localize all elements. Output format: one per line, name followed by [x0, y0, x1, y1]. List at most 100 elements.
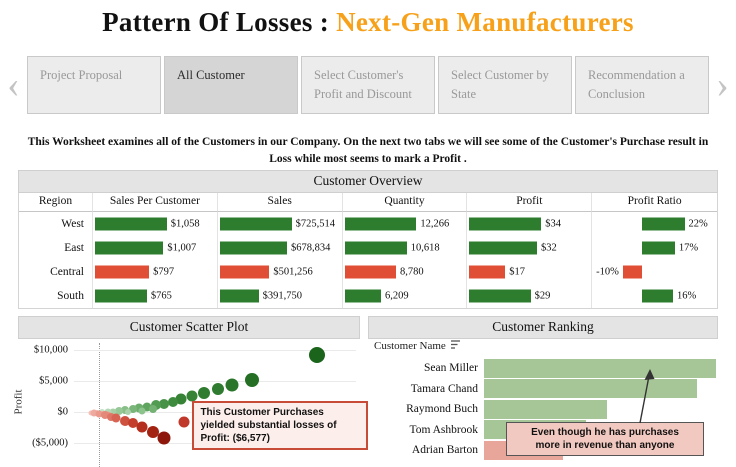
bar-cell: $1,007 — [93, 236, 218, 260]
value-bar[interactable] — [642, 242, 675, 255]
bar-cell: $725,514 — [218, 212, 343, 236]
ranking-bar[interactable] — [484, 359, 716, 378]
value-bar[interactable] — [642, 290, 673, 303]
bar-cell: $765 — [93, 284, 218, 308]
scatter-point[interactable] — [149, 405, 157, 413]
chevron-left-icon[interactable]: ‹ — [0, 56, 27, 114]
value-label: $678,834 — [291, 243, 330, 254]
value-bar[interactable] — [220, 266, 270, 279]
value-bar[interactable] — [469, 266, 505, 279]
value-bar[interactable] — [469, 242, 537, 255]
dashboard: Pattern Of Losses : Next-Gen Manufacture… — [0, 0, 736, 38]
bar-cell: $391,750 — [218, 284, 343, 308]
value-label: 8,780 — [400, 267, 424, 278]
customer-name-label: Raymond Buch — [368, 403, 484, 415]
tab-label-line: All Customer — [177, 66, 285, 85]
scatter-annotation-line: yielded substantial losses of — [200, 419, 360, 432]
value-label: $1,058 — [171, 219, 200, 230]
tab-recommendation-a-conclusion[interactable]: Recommendation aConclusion — [575, 56, 709, 114]
story-navigator: ‹ Project Proposal All Customer Select Cus… — [0, 56, 736, 114]
value-label: -10% — [596, 267, 619, 278]
scatter-point[interactable] — [138, 407, 145, 414]
col-header: Profit Ratio — [592, 193, 717, 212]
value-label: 16% — [677, 291, 696, 302]
ranking-bar[interactable] — [484, 379, 697, 398]
customer-name-header-label: Customer Name — [374, 340, 446, 352]
bar-cell: $1,058 — [93, 212, 218, 236]
tab-strip: Project Proposal All Customer Select Custo… — [27, 56, 709, 114]
ranking-annotation-line: Even though he has purchases — [509, 426, 701, 439]
scatter-point[interactable] — [125, 409, 131, 415]
page-title-highlight: Next-Gen Manufacturers — [336, 7, 634, 37]
tab-all-customer[interactable]: All Customer — [164, 56, 298, 114]
overview-table: RegionSales Per CustomerSalesQuantityPro… — [18, 193, 718, 309]
scatter-point[interactable] — [168, 397, 178, 407]
value-bar[interactable] — [220, 242, 287, 255]
ranking-row: Sean Miller — [368, 358, 716, 379]
scatter-point[interactable] — [309, 347, 325, 363]
value-label: $17 — [509, 267, 525, 278]
ranking-panel-title: Customer Ranking — [368, 316, 718, 339]
sort-icon[interactable] — [450, 339, 461, 353]
bar-cell: 8,780 — [343, 260, 468, 284]
bar-cell: 6,209 — [343, 284, 468, 308]
customer-name-label: Tamara Chand — [368, 383, 484, 395]
value-bar[interactable] — [95, 218, 167, 231]
customer-name-label: Tom Ashbrook — [368, 424, 484, 436]
tab-label-line: Select Customer by — [451, 66, 559, 85]
tab-select-customer-s-profit-and-discount[interactable]: Select Customer'sProfit and Discount — [301, 56, 435, 114]
col-header-region: Region — [19, 193, 93, 212]
bar-cell: 16% — [592, 284, 717, 308]
bar-cell: $29 — [467, 284, 592, 308]
scatter-annotation: This Customer Purchasesyielded substanti… — [192, 401, 368, 450]
value-bar[interactable] — [95, 290, 147, 303]
tab-label-line: Project Proposal — [40, 66, 148, 85]
scatter-point[interactable] — [245, 373, 259, 387]
value-label: $34 — [545, 219, 561, 230]
value-label: $797 — [153, 267, 174, 278]
scatter-point[interactable] — [212, 383, 224, 395]
value-label: 17% — [679, 243, 698, 254]
customer-name-sort-header[interactable]: Customer Name — [374, 339, 461, 353]
value-bar[interactable] — [469, 290, 530, 303]
scatter-annotation-line: Profit: ($6,577) — [200, 432, 360, 445]
value-bar[interactable] — [345, 290, 381, 303]
chevron-right-icon[interactable]: › — [709, 56, 736, 114]
customer-name-label: Sean Miller — [368, 362, 484, 374]
value-label: $725,514 — [296, 219, 335, 230]
scatter-point[interactable] — [178, 416, 189, 427]
tab-select-customer-by-state[interactable]: Select Customer byState — [438, 56, 572, 114]
value-bar[interactable] — [642, 218, 684, 231]
bar-cell: $797 — [93, 260, 218, 284]
value-bar[interactable] — [220, 290, 259, 303]
scatter-refline — [99, 343, 100, 467]
value-bar[interactable] — [345, 266, 396, 279]
value-bar[interactable] — [345, 242, 407, 255]
tab-project-proposal[interactable]: Project Proposal — [27, 56, 161, 114]
value-bar[interactable] — [95, 242, 163, 255]
scatter-point[interactable] — [136, 422, 147, 433]
col-header: Profit — [467, 193, 592, 212]
value-bar[interactable] — [95, 266, 149, 279]
scatter-point[interactable] — [198, 387, 210, 399]
col-header: Quantity — [343, 193, 468, 212]
bar-cell: 22% — [592, 212, 717, 236]
value-label: $391,750 — [263, 291, 302, 302]
scatter-point[interactable] — [159, 399, 169, 409]
scatter-point[interactable] — [225, 378, 238, 391]
ranking-row: Raymond Buch — [368, 399, 716, 420]
ranking-panel: Customer Ranking Customer Name Sean Mill… — [368, 316, 718, 466]
region-label: Central — [19, 260, 93, 284]
value-bar[interactable] — [623, 266, 642, 279]
ranking-annotation-line: more in revenue than anyone — [509, 439, 701, 452]
value-bar[interactable] — [469, 218, 541, 231]
scatter-point[interactable] — [158, 431, 171, 444]
value-bar[interactable] — [345, 218, 417, 231]
ranking-bar[interactable] — [484, 400, 607, 419]
region-label: South — [19, 284, 93, 308]
scatter-y-axis: $10,000$5,000$0($5,000) — [18, 343, 68, 467]
bar-cell: -10% — [592, 260, 717, 284]
y-tick-label: $0 — [58, 407, 69, 418]
value-bar[interactable] — [220, 218, 292, 231]
ranking-bar-area — [484, 400, 716, 419]
